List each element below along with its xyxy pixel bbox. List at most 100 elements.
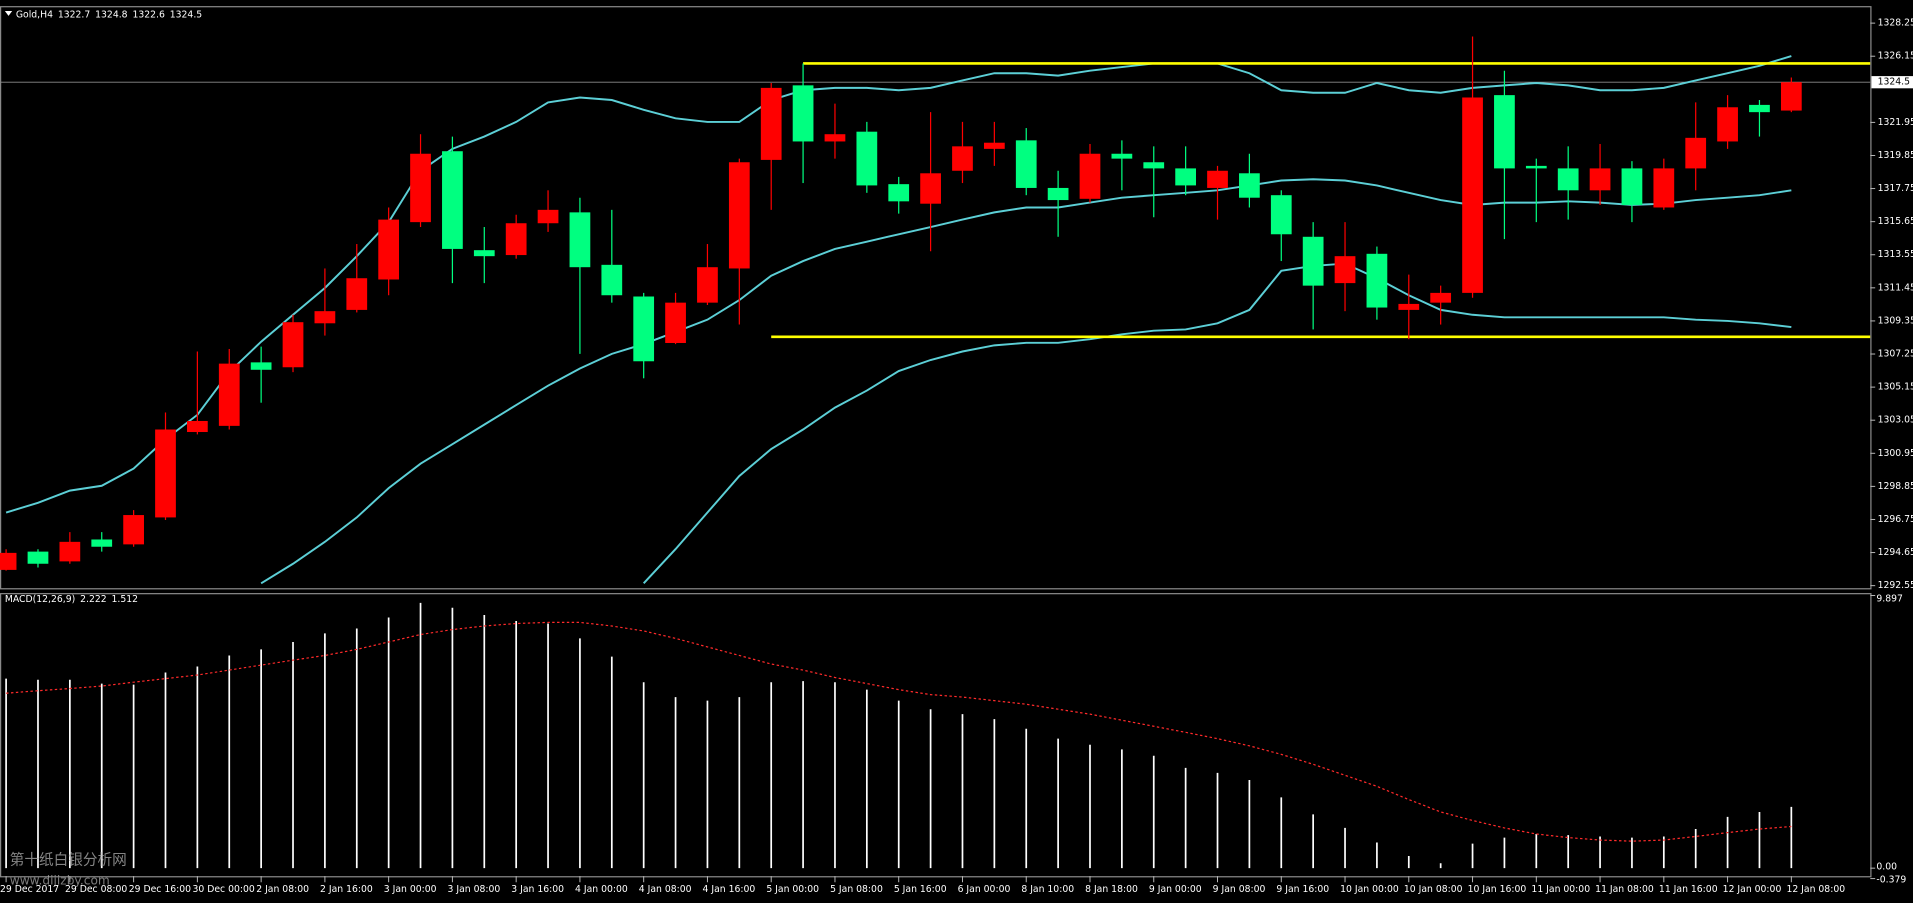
candle-body xyxy=(473,250,495,257)
x-tick-label: 11 Jan 08:00 xyxy=(1595,884,1654,895)
x-tick-label: 29 Dec 08:00 xyxy=(65,884,127,895)
candle-body xyxy=(1589,168,1611,191)
x-tick-label: 3 Jan 08:00 xyxy=(448,884,501,895)
candle-body xyxy=(1334,256,1356,284)
x-tick-label: 6 Jan 00:00 xyxy=(958,884,1011,895)
candle-body xyxy=(378,219,400,280)
header-low: 1322.6 xyxy=(132,9,165,20)
candle-body xyxy=(952,146,973,171)
candle-body xyxy=(1302,236,1324,286)
y-tick-label: -0.379 xyxy=(1876,874,1906,885)
watermark-url: www.dijizby.com xyxy=(10,874,110,888)
candle-body xyxy=(59,541,81,562)
x-tick-label: 10 Jan 00:00 xyxy=(1340,884,1399,895)
candle-body xyxy=(218,363,240,426)
y-tick-label: 1317.75 xyxy=(1878,183,1913,194)
x-tick-label: 29 Dec 16:00 xyxy=(129,884,191,895)
y-tick-label: 1328.25 xyxy=(1878,18,1913,29)
candle-body xyxy=(1239,173,1260,198)
candle-body xyxy=(1462,97,1483,293)
header-open: 1322.7 xyxy=(58,9,91,20)
candle-body xyxy=(442,151,463,249)
x-tick-label: 8 Jan 18:00 xyxy=(1085,884,1138,895)
candle-body xyxy=(91,539,113,547)
y-tick-label: 9.897 xyxy=(1876,594,1903,605)
y-tick-label: 1305.15 xyxy=(1878,382,1913,393)
candle-body xyxy=(155,429,176,518)
macd-value: 2.222 xyxy=(80,594,107,605)
watermark: 第十纸白银分析网 xyxy=(10,850,127,868)
candle-body xyxy=(410,153,431,223)
x-tick-label: 5 Jan 08:00 xyxy=(830,884,883,895)
y-tick-label: 1303.05 xyxy=(1878,415,1913,426)
candle-body xyxy=(1494,95,1515,169)
candle-body xyxy=(1047,187,1069,201)
y-tick-label: 1298.85 xyxy=(1878,481,1913,492)
macd-plot xyxy=(5,602,1793,869)
y-tick-label: 1292.55 xyxy=(1878,580,1913,591)
candle-body xyxy=(250,362,272,370)
price-box-label: 1324.5 xyxy=(1878,77,1911,88)
y-tick-label: 1311.45 xyxy=(1878,282,1913,293)
y-tick-label: 1294.65 xyxy=(1878,547,1913,558)
candle-body xyxy=(697,267,718,303)
x-tick-label: 29 Dec 2017 xyxy=(0,884,59,895)
candle-body xyxy=(0,552,17,570)
x-tick-label: 30 Dec 00:00 xyxy=(192,884,254,895)
x-tick-label: 12 Jan 08:00 xyxy=(1786,884,1845,895)
candle-body xyxy=(728,162,750,269)
candle-body xyxy=(1079,153,1101,199)
x-tick-label: 4 Jan 08:00 xyxy=(639,884,692,895)
candle-body xyxy=(1430,292,1452,303)
candle-body xyxy=(27,551,49,564)
header-high: 1324.8 xyxy=(95,9,128,20)
candle-body xyxy=(1175,168,1197,186)
symbol: Gold,H4 xyxy=(16,9,53,20)
y-tick-label: 1300.95 xyxy=(1878,448,1913,459)
x-tick-label: 10 Jan 16:00 xyxy=(1468,884,1527,895)
candle-body xyxy=(537,209,559,224)
x-tick-label: 4 Jan 00:00 xyxy=(575,884,628,895)
candle-body xyxy=(1366,253,1388,308)
candle-body xyxy=(1525,165,1547,169)
candle-body xyxy=(569,212,591,268)
collapse-arrow[interactable] xyxy=(4,10,13,16)
candle-body xyxy=(888,184,910,202)
candle-body xyxy=(1653,168,1675,208)
y-tick-label: 1296.75 xyxy=(1878,514,1913,525)
candle-body xyxy=(1621,168,1643,205)
candle-body xyxy=(346,278,368,310)
candle-body xyxy=(601,264,623,296)
candle-body xyxy=(792,85,814,142)
y-tick-label: 1321.95 xyxy=(1878,117,1913,128)
y-tick-label: 1307.25 xyxy=(1878,349,1913,360)
x-tick-label: 4 Jan 16:00 xyxy=(703,884,756,895)
candle-body xyxy=(856,131,878,186)
candle-body xyxy=(1015,140,1037,188)
candle-body xyxy=(1780,82,1802,111)
x-tick-label: 11 Jan 00:00 xyxy=(1531,884,1590,895)
band-line xyxy=(642,262,1792,584)
x-tick-label: 9 Jan 08:00 xyxy=(1213,884,1266,895)
candle-body xyxy=(665,302,686,343)
candle-body xyxy=(1143,162,1165,169)
candle-body xyxy=(314,311,336,324)
x-tick-label: 9 Jan 00:00 xyxy=(1149,884,1202,895)
candle-body xyxy=(1111,153,1133,159)
candle-body xyxy=(983,142,1005,149)
candle-body xyxy=(1207,170,1228,188)
macd-panel xyxy=(0,593,1872,878)
y-tick-label: 0.00 xyxy=(1876,861,1897,872)
y-tick-label: 1315.65 xyxy=(1878,216,1913,227)
price-box xyxy=(1871,76,1913,89)
y-tick-label: 1313.55 xyxy=(1878,249,1913,260)
x-tick-label: 2 Jan 08:00 xyxy=(256,884,309,895)
chart-header: Gold,H4 1322.7 1324.8 1322.6 1324.5 xyxy=(16,9,202,20)
candle-body xyxy=(505,223,527,256)
x-tick-label: 2 Jan 16:00 xyxy=(320,884,373,895)
main-panel xyxy=(0,6,1872,590)
candle-body xyxy=(123,515,144,545)
candle-body xyxy=(1398,303,1420,310)
x-tick-label: 9 Jan 16:00 xyxy=(1276,884,1329,895)
